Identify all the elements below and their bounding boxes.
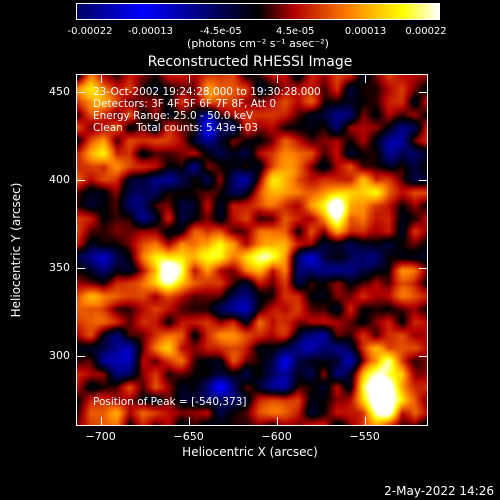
x-tick-mark <box>188 75 190 83</box>
y-tick-mark <box>77 355 85 357</box>
x-tick-mark <box>100 75 102 83</box>
heatmap-image <box>77 75 427 425</box>
x-tick-label: −550 <box>349 430 380 443</box>
y-tick-mark <box>419 355 427 357</box>
colorbar-tick-label: -4.5e-05 <box>199 26 242 37</box>
annotation-method-counts: Clean Total counts: 5.43e+03 <box>93 122 258 134</box>
x-tick-label: −600 <box>261 430 292 443</box>
y-tick-label: 350 <box>49 260 70 274</box>
y-tick-label: 300 <box>49 348 70 362</box>
x-tick-mark <box>188 417 190 425</box>
x-tick-mark <box>276 75 278 83</box>
y-tick-mark <box>419 267 427 269</box>
y-tick-label: 450 <box>49 84 70 98</box>
colorbar-tick-label: 4.5e-05 <box>276 26 315 37</box>
annotation-energy-range: Energy Range: 25.0 - 50.0 keV <box>93 110 254 122</box>
y-tick-label: 400 <box>49 172 70 186</box>
colorbar-unit-label: (photons cm⁻² s⁻¹ asec⁻²) <box>187 37 329 50</box>
colorbar <box>76 3 440 20</box>
plot-timestamp: 2-May-2022 14:26 <box>384 484 494 498</box>
x-tick-mark <box>276 417 278 425</box>
x-axis-label: Heliocentric X (arcsec) <box>182 445 318 459</box>
colorbar-tick-label: 0.00013 <box>344 26 387 37</box>
y-tick-mark <box>419 179 427 181</box>
x-tick-label: −650 <box>173 430 204 443</box>
x-tick-mark <box>364 75 366 83</box>
colorbar-gradient <box>77 4 439 19</box>
y-tick-mark <box>77 267 85 269</box>
y-tick-mark <box>77 179 85 181</box>
x-tick-mark <box>364 417 366 425</box>
y-tick-mark <box>77 91 85 93</box>
x-tick-label: −700 <box>85 430 116 443</box>
colorbar-tick-label: -0.00022 <box>67 26 113 37</box>
annotation-time-range: 23-Oct-2002 19:24:28.000 to 19:30:28.000 <box>93 86 321 98</box>
annotation-peak-position: Position of Peak = [-540,373] <box>93 396 247 408</box>
y-axis-label: Heliocentric Y (arcsec) <box>9 182 23 318</box>
heatmap-plot-area: 23-Oct-2002 19:24:28.000 to 19:30:28.000… <box>76 74 428 426</box>
annotation-detectors: Detectors: 3F 4F 5F 6F 7F 8F, Att 0 <box>93 98 277 110</box>
x-tick-mark <box>100 417 102 425</box>
chart-title: Reconstructed RHESSI Image <box>147 54 353 70</box>
y-tick-mark <box>419 91 427 93</box>
colorbar-tick-label: 0.00022 <box>405 26 447 37</box>
colorbar-tick-label: -0.00013 <box>127 26 173 37</box>
